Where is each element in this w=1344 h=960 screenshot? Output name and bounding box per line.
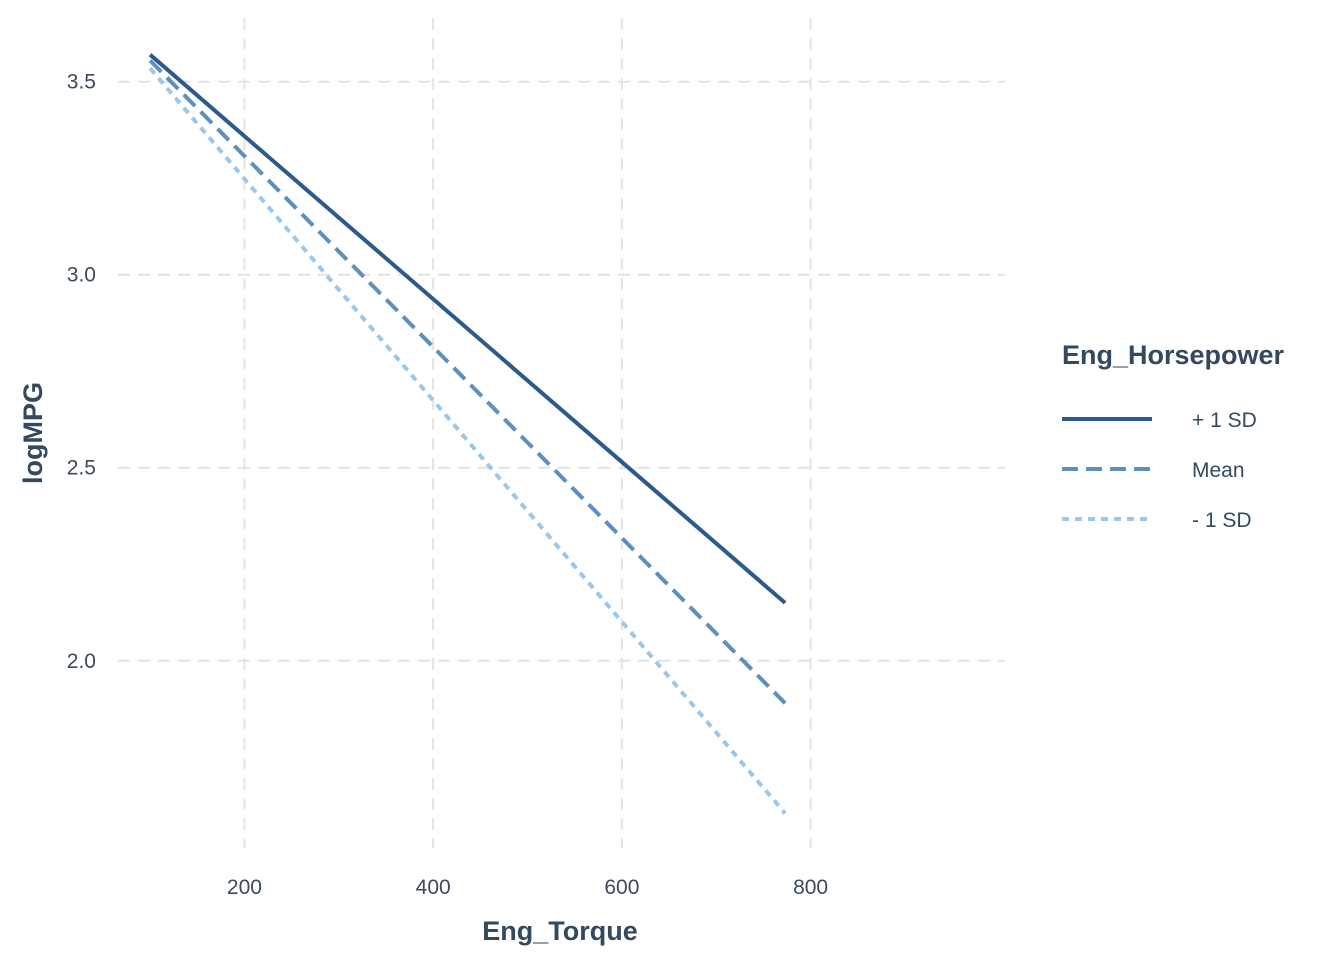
y-tick-label: 2.0 xyxy=(67,650,96,673)
axis-ticks: 200 400 600 800 2.0 2.5 3.0 3.5 xyxy=(67,71,828,899)
x-axis-title: Eng_Torque xyxy=(482,916,638,946)
legend-label-2: Mean xyxy=(1192,459,1245,482)
y-tick-label: 2.5 xyxy=(67,457,96,480)
series-lines xyxy=(148,53,787,815)
y-tick-label: 3.5 xyxy=(67,71,96,94)
x-tick-label: 200 xyxy=(227,876,262,899)
series-line-2 xyxy=(148,59,787,705)
grid xyxy=(118,18,1005,848)
x-tick-label: 400 xyxy=(416,876,451,899)
legend: Eng_Horsepower + 1 SD Mean - 1 SD xyxy=(1062,340,1285,532)
y-axis-title: logMPG xyxy=(18,382,48,484)
legend-label-1: + 1 SD xyxy=(1192,409,1257,432)
series-line-1 xyxy=(148,53,787,605)
x-tick-label: 600 xyxy=(604,876,639,899)
legend-label-3: - 1 SD xyxy=(1192,509,1252,532)
y-tick-label: 3.0 xyxy=(67,264,96,287)
legend-title: Eng_Horsepower xyxy=(1062,340,1285,370)
x-tick-label: 800 xyxy=(793,876,828,899)
